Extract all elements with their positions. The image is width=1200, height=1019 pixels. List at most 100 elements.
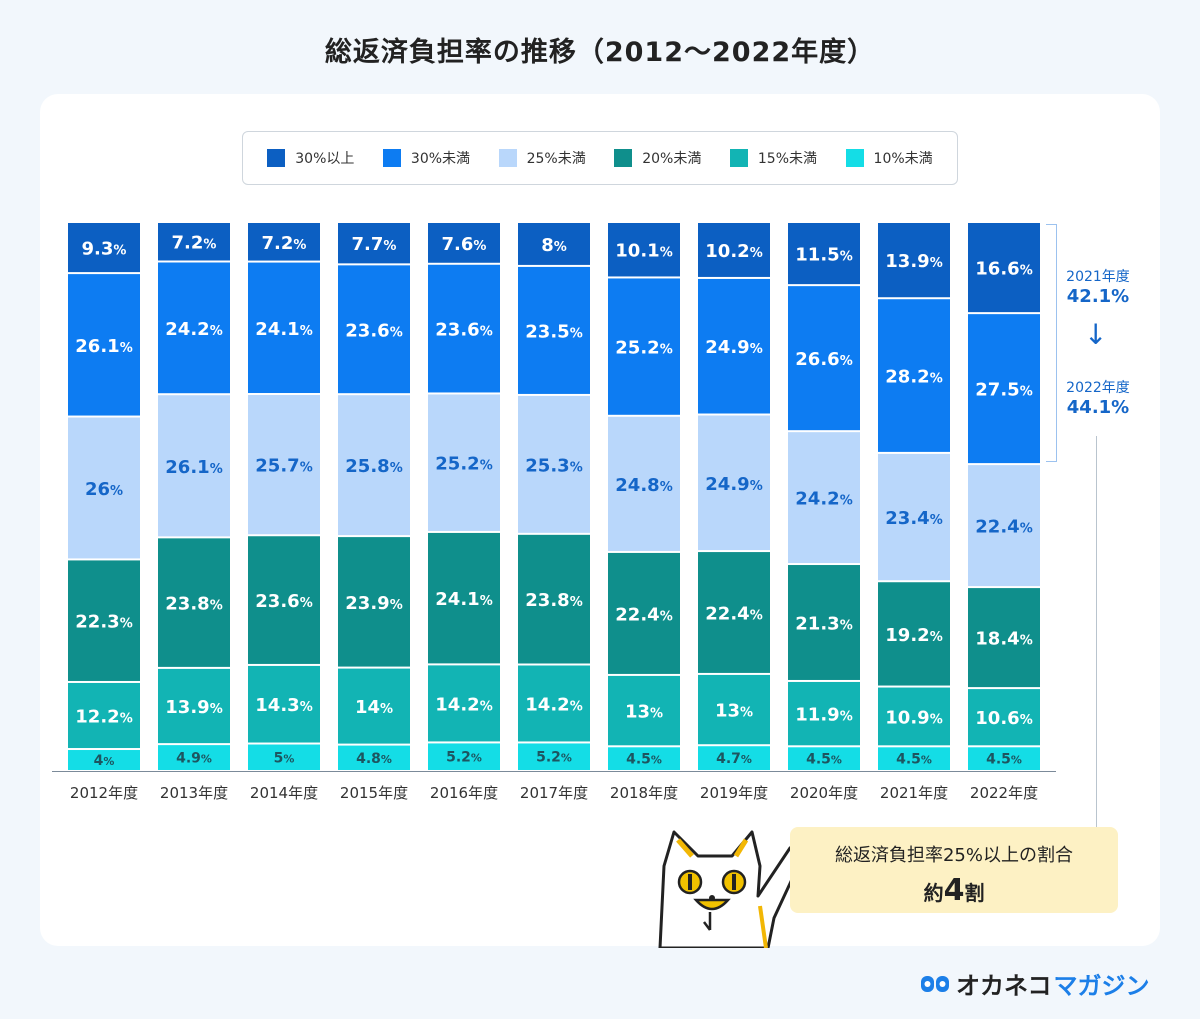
- legend-item: 25%未満: [498, 148, 586, 168]
- bar-segment: [788, 286, 860, 431]
- bar-value-label: 24.9%: [705, 337, 762, 358]
- bar-segment: [698, 674, 770, 745]
- bar-segment: [878, 747, 950, 770]
- bar-value-label: 5%: [274, 750, 295, 766]
- bar-value-label: 25.2%: [615, 338, 672, 359]
- bar-segment: [158, 223, 230, 261]
- bar-segment: [878, 582, 950, 686]
- legend-label: 20%未満: [642, 151, 702, 167]
- side-note-2022: 2022年度 44.1%: [1058, 377, 1138, 418]
- bar-segment: [878, 299, 950, 452]
- bar-value-label: 7.2%: [262, 233, 307, 254]
- bar-segment: [968, 588, 1040, 688]
- bar-value-label: 26.6%: [795, 349, 852, 370]
- x-tick-label: 2012年度: [70, 784, 138, 802]
- legend-label: 10%未満: [873, 151, 933, 167]
- bar-segment: [788, 432, 860, 564]
- bar-segment: [518, 223, 590, 265]
- callout-summary: 約4割: [790, 873, 1118, 908]
- bar-segment: [968, 747, 1040, 770]
- bar-segment: [878, 223, 950, 298]
- bar-value-label: 13%: [715, 701, 753, 722]
- bar-segment: [968, 689, 1040, 746]
- bar-segment: [68, 750, 140, 770]
- bar-value-label: 23.6%: [345, 320, 402, 341]
- callout-text: 総返済負担率25%以上の割合: [834, 845, 1073, 866]
- x-tick-label: 2019年度: [700, 784, 768, 802]
- bar-value-label: 24.2%: [165, 319, 222, 340]
- x-tick-label: 2017年度: [520, 784, 588, 802]
- legend-label: 30%以上: [295, 151, 355, 167]
- bar-value-label: 23.6%: [435, 320, 492, 341]
- callout-number: 4: [943, 873, 965, 908]
- bar-value-label: 22.4%: [705, 603, 762, 624]
- bar-segment: [248, 665, 320, 743]
- bar-value-label: 24.1%: [435, 589, 492, 610]
- bar-segment: [608, 416, 680, 551]
- bar-segment: [698, 415, 770, 551]
- bar-value-label: 25.2%: [435, 454, 492, 475]
- legend-label: 25%未満: [526, 151, 586, 167]
- bar-segment: [68, 560, 140, 681]
- bar-segment: [518, 534, 590, 664]
- bar-segment: [428, 394, 500, 531]
- bar-value-label: 10.2%: [705, 241, 762, 262]
- bar-segment: [248, 262, 320, 394]
- bar-segment: [428, 264, 500, 393]
- bar-value-label: 4%: [94, 753, 115, 769]
- bar-value-label: 28.2%: [885, 367, 942, 388]
- bar-segment: [788, 565, 860, 680]
- callout-connector: [1096, 436, 1097, 828]
- bar-segment: [518, 743, 590, 770]
- bar-value-label: 25.7%: [255, 456, 312, 477]
- bar-segment: [158, 745, 230, 770]
- x-tick-label: 2018年度: [610, 784, 678, 802]
- bar-segment: [338, 223, 410, 264]
- bar-value-label: 11.9%: [795, 705, 852, 726]
- bar-value-label: 4.5%: [626, 752, 662, 768]
- x-tick-label: 2020年度: [790, 784, 858, 802]
- bar-value-label: 18.4%: [975, 629, 1032, 650]
- bar-segment: [158, 538, 230, 667]
- bar-value-label: 12.2%: [75, 706, 132, 727]
- bar-segment: [248, 536, 320, 664]
- x-tick-label: 2013年度: [160, 784, 228, 802]
- bar-segment: [788, 223, 860, 285]
- brand-logo: オカネコ マガジン: [920, 966, 1150, 1001]
- bar-segment: [338, 537, 410, 667]
- bar-segment: [968, 465, 1040, 587]
- bar-value-label: 26.1%: [75, 336, 132, 357]
- legend-label: 15%未満: [757, 151, 818, 167]
- side-note-value: 42.1%: [1066, 286, 1130, 307]
- bar-segment: [608, 223, 680, 277]
- bar-value-label: 24.1%: [255, 319, 312, 340]
- x-tick-label: 2015年度: [340, 784, 408, 802]
- legend-item: 30%未満: [382, 148, 470, 168]
- brand-subname: マガジン: [1053, 972, 1150, 1000]
- bar-value-label: 24.9%: [705, 474, 762, 495]
- bar-segment: [338, 745, 410, 770]
- legend-item: 30%以上: [267, 148, 354, 168]
- bar-segment: [338, 395, 410, 536]
- bar-value-label: 23.9%: [345, 593, 402, 614]
- legend-swatch: [845, 149, 864, 167]
- bar-value-label: 14.2%: [435, 694, 492, 715]
- callout-prefix: 約: [923, 881, 944, 905]
- legend-swatch: [382, 149, 401, 167]
- bar-segment: [698, 552, 770, 673]
- bar-value-label: 23.8%: [165, 594, 222, 615]
- bar-segment: [878, 687, 950, 746]
- legend-swatch: [729, 149, 748, 167]
- x-tick-label: 2022年度: [970, 784, 1038, 802]
- side-note-year: 2021年度: [1066, 269, 1130, 285]
- bar-value-label: 10.6%: [975, 708, 1032, 729]
- bar-value-label: 14%: [355, 697, 393, 718]
- bar-segment: [698, 223, 770, 277]
- bar-segment: [158, 668, 230, 744]
- bar-segment: [338, 668, 410, 744]
- legend-item: 10%未満: [845, 148, 933, 168]
- bar-segment: [518, 266, 590, 394]
- bar-segment: [428, 223, 500, 263]
- bar-value-label: 9.3%: [82, 239, 127, 260]
- bar-segment: [68, 417, 140, 559]
